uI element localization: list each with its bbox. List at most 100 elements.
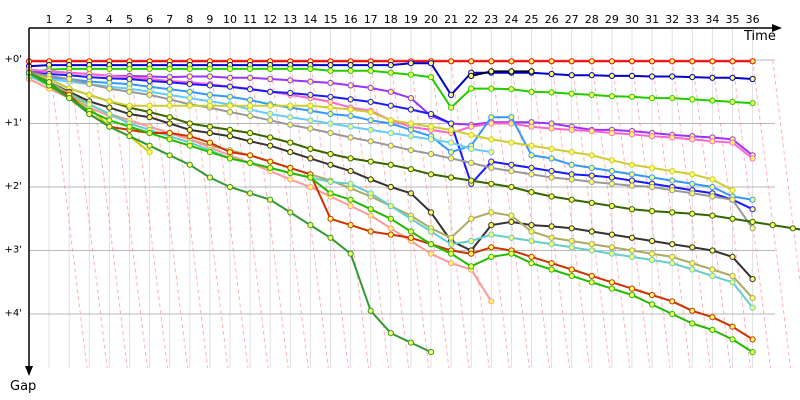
data-point [608, 129, 616, 137]
x-tick-label: 11 [243, 13, 257, 26]
data-point [146, 65, 153, 73]
data-point [689, 190, 696, 197]
data-point [488, 222, 495, 229]
data-point [106, 117, 113, 124]
data-point [126, 65, 133, 73]
data-point [427, 209, 435, 216]
data-point [689, 210, 696, 217]
data-point [448, 91, 455, 99]
x-tick-label: 12 [263, 13, 277, 26]
data-point [468, 85, 475, 92]
data-point [588, 152, 595, 159]
data-point [146, 114, 153, 121]
guide-line [68, 59, 108, 369]
data-point [588, 172, 595, 179]
data-point [206, 82, 213, 89]
data-point [628, 247, 636, 254]
data-point [327, 67, 334, 74]
data-point [166, 120, 173, 127]
data-point [608, 231, 616, 238]
data-point [709, 138, 716, 145]
data-point [407, 60, 414, 67]
data-point [387, 215, 394, 222]
x-tick-label: 27 [565, 13, 579, 26]
series-13 [25, 69, 756, 283]
data-point [387, 102, 394, 109]
data-point [327, 104, 334, 111]
data-point [689, 96, 696, 103]
data-point [86, 110, 93, 118]
data-point [528, 152, 535, 159]
data-point [488, 85, 495, 92]
data-point [448, 58, 455, 65]
data-point [709, 176, 716, 183]
data-point [588, 72, 595, 79]
data-point [407, 71, 414, 78]
data-point [508, 68, 515, 75]
data-point [468, 145, 475, 152]
data-point [387, 69, 394, 76]
data-point [508, 161, 515, 168]
data-point [186, 65, 193, 73]
y-tick-label: +3' [5, 245, 23, 256]
data-point [106, 123, 113, 130]
data-point [327, 98, 334, 106]
data-point [448, 174, 455, 181]
x-tick-label: 36 [746, 13, 760, 26]
data-point [689, 136, 696, 143]
data-point [407, 133, 414, 140]
data-point [488, 158, 495, 165]
data-point [106, 104, 113, 111]
data-point [468, 131, 475, 138]
guide-line [330, 59, 369, 369]
guide-line [591, 59, 631, 369]
data-point [628, 285, 636, 292]
y-tick-label: +2' [5, 181, 23, 192]
data-point [307, 78, 314, 85]
data-point [427, 136, 435, 143]
data-point [468, 72, 475, 80]
x-tick-label: 9 [206, 13, 213, 26]
data-point [528, 228, 535, 235]
data-point [608, 72, 616, 80]
guide-line [189, 59, 229, 369]
data-point [709, 266, 716, 273]
data-point [588, 279, 595, 286]
data-point [588, 58, 595, 65]
data-point [146, 77, 153, 85]
data-point [689, 307, 696, 314]
data-point [126, 102, 133, 109]
data-point [226, 126, 234, 133]
data-point [468, 177, 475, 184]
data-point [608, 279, 616, 286]
data-point [247, 102, 254, 109]
data-point [206, 73, 213, 80]
data-point [86, 91, 93, 99]
data-point [488, 114, 495, 121]
data-point [468, 215, 475, 222]
data-point [548, 125, 555, 132]
data-point [427, 123, 435, 130]
data-point [427, 250, 435, 257]
data-point [628, 161, 636, 168]
data-point [608, 202, 616, 210]
data-point [448, 104, 455, 111]
x-tick-label: 24 [504, 13, 518, 26]
data-point [528, 171, 535, 178]
data-point [468, 263, 475, 270]
data-point [729, 196, 736, 203]
x-tick-labels: 1 2 3 4 5 6 7 8 9 10 11 12 13 14 15 16 17 18 19 20 21 22 23 24 2… [46, 13, 760, 26]
data-point [488, 136, 495, 143]
data-point [226, 74, 234, 81]
data-point [669, 73, 676, 80]
data-point [367, 126, 374, 133]
data-point [407, 234, 414, 241]
data-point [488, 209, 495, 216]
guide-line [149, 59, 189, 369]
data-point [729, 58, 736, 65]
data-point [186, 73, 193, 80]
x-tick-label: 21 [444, 13, 458, 26]
y-axis-title: Gap [10, 379, 36, 394]
data-point [729, 98, 736, 106]
data-point [347, 250, 354, 257]
